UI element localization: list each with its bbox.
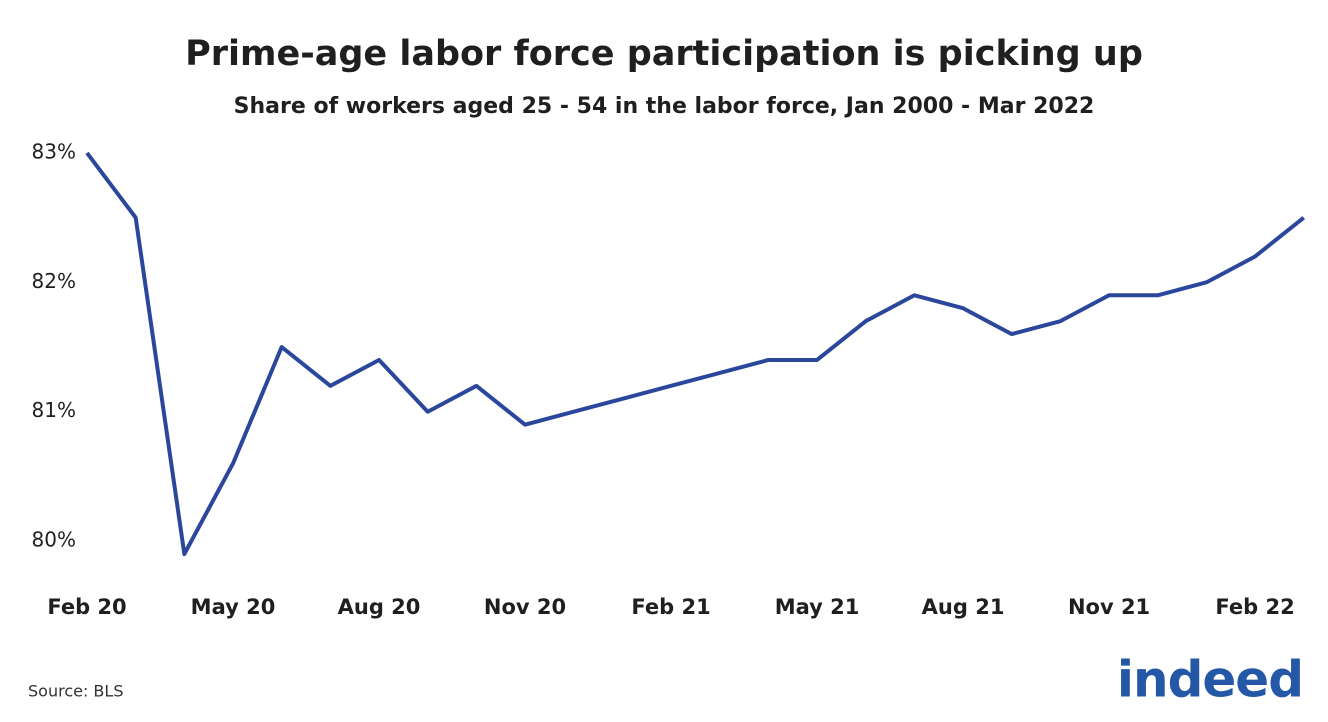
chart-title: Prime-age labor force participation is p… <box>185 34 1143 74</box>
y-tick-label: 82% <box>32 269 76 293</box>
x-tick-label: Feb 22 <box>1215 595 1294 619</box>
source: Source: BLS <box>28 682 123 701</box>
x-tick-label: Aug 20 <box>338 595 421 619</box>
x-tick-label: Aug 21 <box>922 595 1005 619</box>
x-tick-label: Nov 21 <box>1068 595 1150 619</box>
chart-subtitle: Share of workers aged 25 - 54 in the lab… <box>234 94 1095 119</box>
x-tick-label: May 20 <box>191 595 276 619</box>
x-tick-label: Nov 20 <box>484 595 566 619</box>
y-tick-label: 80% <box>32 528 76 552</box>
y-tick-label: 83% <box>32 139 76 163</box>
logo: indeed <box>1117 651 1303 709</box>
x-tick-label: Feb 20 <box>47 595 126 619</box>
x-tick-label: Feb 21 <box>631 595 710 619</box>
data-line <box>85 151 1305 557</box>
y-tick-label: 81% <box>32 398 76 422</box>
x-tick-label: May 21 <box>775 595 860 619</box>
